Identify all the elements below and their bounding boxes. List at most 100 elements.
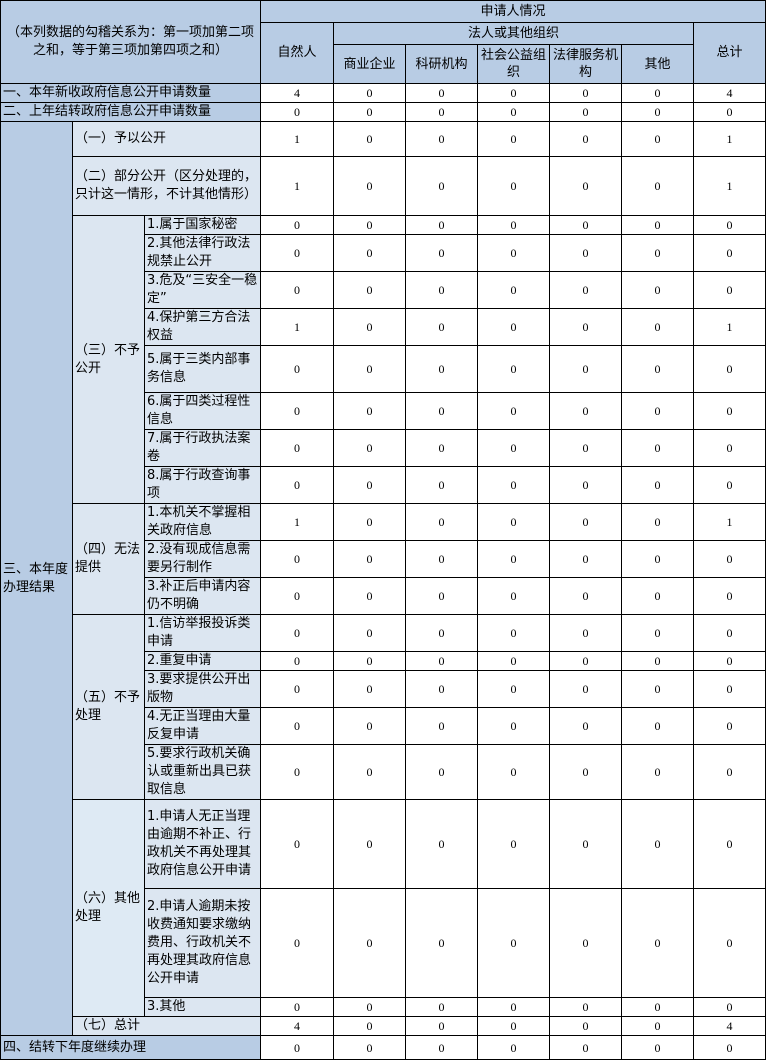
value-cell: 0	[693, 466, 767, 504]
value-cell: 1	[260, 308, 335, 346]
value-cell: 0	[549, 997, 623, 1017]
table-row: 2.没有现成信息需要另行制作 0 0 0 0 0 0 0	[1, 540, 767, 578]
value-cell: 0	[333, 614, 407, 652]
value-cell: 0	[693, 997, 767, 1017]
value-cell: 0	[621, 651, 695, 671]
value-cell: 0	[260, 466, 335, 504]
table-row: （六）其他处理 1.申请人无正当理由逾期不补正、行政机关不再处理其政府信息公开申请…	[1, 799, 767, 1017]
value-cell: 0	[693, 234, 767, 272]
value-cell: 0	[549, 466, 623, 504]
item-label: 3.其他	[143, 997, 262, 1017]
value-cell: 0	[477, 799, 551, 889]
table-row: （四）无法提供 1.本机关不掌握相关政府信息 1 0 0 0 0 0 1	[1, 503, 767, 615]
value-cell: 0	[333, 670, 407, 708]
value-cell: 0	[260, 429, 335, 467]
value-cell: 0	[333, 651, 407, 671]
value-cell: 4	[693, 83, 767, 103]
value-cell: 1	[260, 121, 335, 157]
value-cell: 0	[405, 540, 479, 578]
value-cell: 0	[333, 888, 407, 998]
table-row: （二）部分公开（区分处理的，只计这一情形，不计其他情形） 1 0 0 0 0 0 1	[1, 156, 767, 216]
value-cell: 0	[693, 744, 767, 800]
value-cell: 0	[405, 744, 479, 800]
group-label: （四）无法提供	[72, 503, 145, 615]
value-cell: 0	[621, 215, 695, 235]
value-cell: 0	[477, 997, 551, 1017]
value-cell: 0	[477, 577, 551, 615]
value-cell: 0	[621, 1016, 695, 1036]
table-row: 5.属于三类内部事务信息 0 0 0 0 0 0 0	[1, 345, 767, 393]
value-cell: 0	[621, 121, 695, 157]
value-cell: 0	[477, 271, 551, 309]
value-cell: 0	[549, 651, 623, 671]
value-cell: 0	[621, 799, 695, 889]
table-row: 二、上年结转政府信息公开申请数量 0 0 0 0 0 0 0	[0, 102, 767, 122]
value-cell: 0	[621, 308, 695, 346]
value-cell: 0	[405, 429, 479, 467]
value-cell: 0	[621, 345, 695, 393]
value-cell: 0	[621, 503, 695, 541]
value-cell: 0	[333, 392, 407, 430]
value-cell: 0	[260, 799, 335, 889]
value-cell: 0	[333, 234, 407, 272]
value-cell: 0	[477, 651, 551, 671]
item-label: 1.属于国家秘密	[143, 215, 262, 235]
value-cell: 0	[693, 271, 767, 309]
value-cell: 0	[621, 234, 695, 272]
item-label: 1.申请人无正当理由逾期不补正、行政机关不再处理其政府信息公开申请	[143, 799, 262, 889]
org-col-header: 其他	[621, 44, 695, 84]
value-cell: 0	[549, 614, 623, 652]
value-cell: 0	[477, 540, 551, 578]
value-cell: 0	[260, 744, 335, 800]
table-row: （三）不予公开 1.属于国家秘密 0 0 0 0 0 0 0	[1, 215, 767, 504]
table-note: （本列数据的勾稽关系为：第一项加第二项之和，等于第三项加第四项之和）	[0, 0, 262, 84]
item-label: 1.本机关不掌握相关政府信息	[143, 503, 262, 541]
value-cell: 0	[693, 707, 767, 745]
value-cell: 0	[549, 308, 623, 346]
table-row: 4.无正当理由大量反复申请 0 0 0 0 0 0 0	[1, 707, 767, 745]
table-row: 4.保护第三方合法权益 1 0 0 0 0 0 1	[1, 308, 767, 346]
org-col-header: 科研机构	[405, 44, 479, 84]
value-cell: 0	[477, 1016, 551, 1036]
row-label: 四、结转下年度继续办理	[0, 1035, 262, 1060]
value-cell: 0	[260, 670, 335, 708]
value-cell: 0	[333, 997, 407, 1017]
value-cell: 0	[477, 670, 551, 708]
value-cell: 0	[477, 156, 551, 216]
value-cell: 0	[549, 156, 623, 216]
value-cell: 0	[693, 577, 767, 615]
org-col-header: 商业企业	[333, 44, 407, 84]
group-label: （一）予以公开	[71, 121, 262, 157]
item-label: 2.申请人逾期未按收费通知要求缴纳费用、行政机关不再处理其政府信息公开申请	[143, 888, 262, 998]
value-cell: 0	[405, 271, 479, 309]
table-row: 三、本年度办理结果 （一）予以公开 1 0 0 0 0 0 1	[0, 121, 767, 1036]
value-cell: 0	[549, 121, 623, 157]
group-label: （七）总计	[71, 1016, 262, 1036]
value-cell: 0	[549, 102, 623, 122]
value-cell: 0	[405, 156, 479, 216]
org-col-header: 社会公益组织	[477, 44, 551, 84]
value-cell: 0	[621, 744, 695, 800]
value-cell: 0	[621, 271, 695, 309]
value-cell: 0	[333, 345, 407, 393]
value-cell: 0	[405, 707, 479, 745]
value-cell: 0	[333, 215, 407, 235]
value-cell: 0	[693, 102, 767, 122]
value-cell: 0	[260, 271, 335, 309]
value-cell: 0	[549, 392, 623, 430]
table-row: 3.要求提供公开出版物 0 0 0 0 0 0 0	[1, 670, 767, 708]
value-cell: 0	[333, 1035, 407, 1060]
item-label: 3.危及“三安全一稳定”	[143, 271, 262, 309]
group-label: （五）不予处理	[72, 614, 145, 800]
section-label: 三、本年度办理结果	[0, 121, 73, 1036]
value-cell: 0	[693, 540, 767, 578]
value-cell: 0	[477, 215, 551, 235]
value-cell: 0	[477, 121, 551, 157]
value-cell: 0	[405, 1035, 479, 1060]
value-cell: 0	[621, 83, 695, 103]
value-cell: 0	[333, 271, 407, 309]
value-cell: 0	[405, 308, 479, 346]
table-row: 2.申请人逾期未按收费通知要求缴纳费用、行政机关不再处理其政府信息公开申请 0 0 0…	[1, 888, 767, 998]
table-row: 6.属于四类过程性信息 0 0 0 0 0 0 0	[1, 392, 767, 430]
value-cell: 0	[693, 651, 767, 671]
